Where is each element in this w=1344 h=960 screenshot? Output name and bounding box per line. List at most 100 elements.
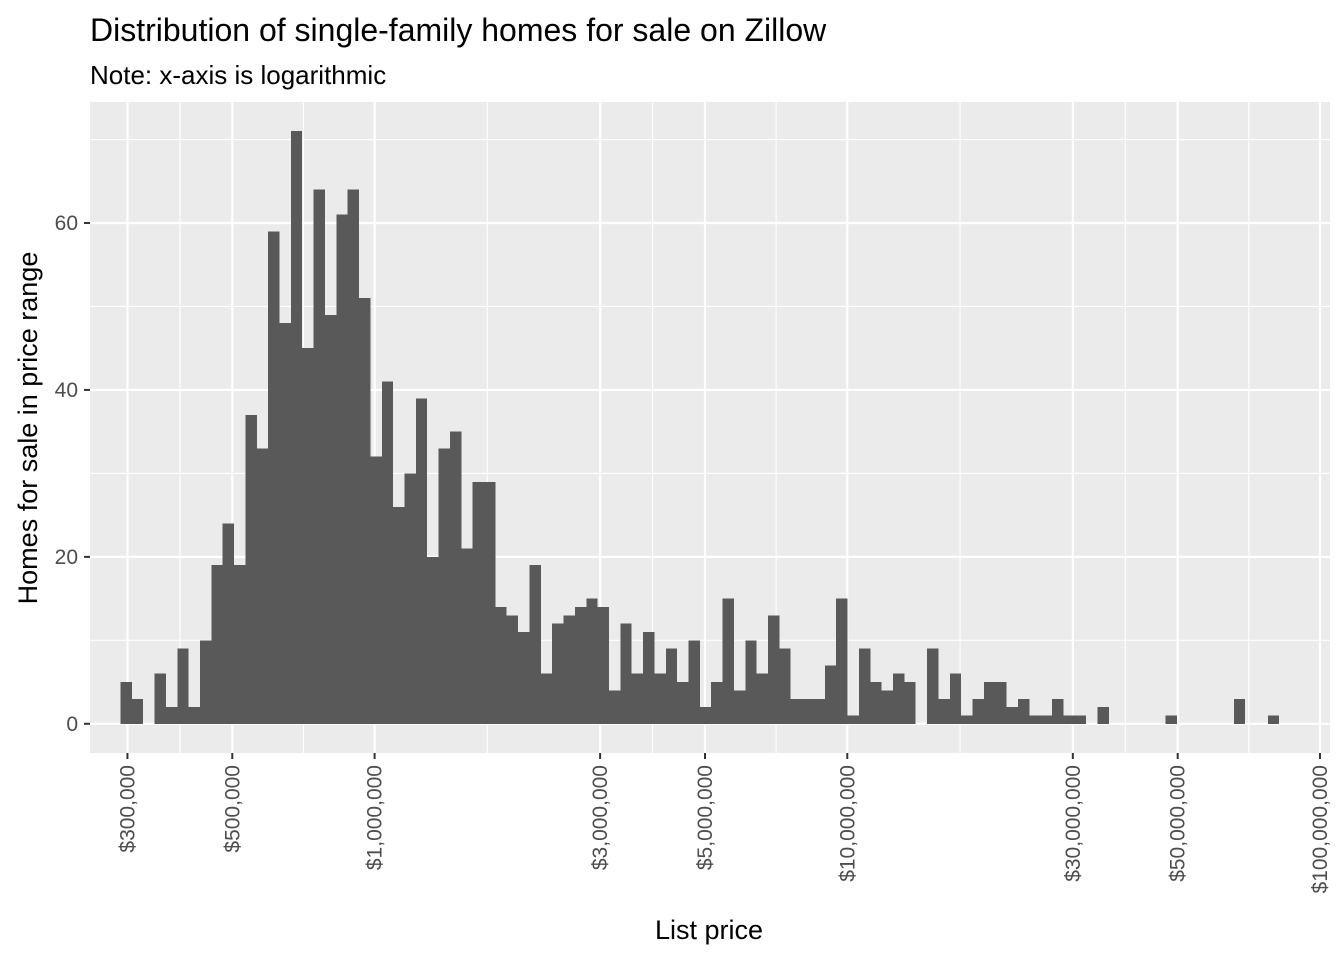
histogram-bar — [665, 648, 678, 724]
histogram-bar — [1063, 715, 1075, 724]
histogram-bar — [995, 682, 1007, 724]
histogram-bar — [643, 631, 655, 724]
histogram-bar — [313, 189, 325, 724]
histogram-bar — [472, 481, 485, 724]
histogram-bar — [1052, 698, 1064, 724]
histogram-bar — [347, 189, 360, 724]
histogram-bar — [813, 698, 825, 724]
histogram-bar — [608, 690, 621, 724]
chart-subtitle: Note: x-axis is logarithmic — [90, 60, 386, 90]
histogram-bar — [972, 698, 984, 724]
histogram-bar — [222, 523, 235, 724]
histogram-bar — [847, 715, 859, 724]
histogram-bar — [449, 431, 462, 724]
histogram-bar — [381, 381, 394, 724]
x-tick-label: $10,000,000 — [836, 765, 859, 882]
histogram-bar — [733, 690, 746, 724]
y-axis: 0 20 40 60 — [55, 212, 90, 736]
y-tick-label: 20 — [55, 546, 78, 569]
histogram-bar — [1006, 707, 1018, 724]
histogram-bar — [131, 698, 144, 724]
histogram-bar — [1074, 715, 1087, 724]
histogram-bar — [495, 606, 507, 724]
histogram-bar — [790, 698, 803, 724]
histogram-bar — [654, 673, 666, 724]
histogram-bar — [302, 348, 314, 724]
x-axis: $300,000 $500,000 $1,000,000 $3,000,000 $5,0… — [116, 753, 1332, 893]
histogram-bar — [961, 715, 973, 724]
histogram-bar — [529, 565, 541, 724]
x-tick-label: $100,000,000 — [1309, 765, 1332, 893]
histogram-bar — [620, 623, 632, 724]
histogram-bar — [1029, 715, 1041, 724]
histogram-bar — [586, 598, 598, 724]
histogram-bar — [427, 556, 439, 724]
histogram-bar — [699, 707, 712, 724]
histogram-bar — [745, 640, 757, 724]
y-tick-label: 0 — [66, 713, 78, 736]
histogram-bar — [211, 565, 223, 724]
histogram-bar — [120, 682, 132, 724]
histogram-bar — [484, 481, 496, 724]
histogram-bar — [779, 648, 791, 724]
x-tick-label: $300,000 — [116, 765, 139, 853]
histogram-bar — [518, 631, 530, 724]
histogram-bar — [1267, 715, 1280, 724]
histogram-bar — [393, 506, 405, 724]
histogram-bar — [506, 615, 519, 724]
histogram-bar — [234, 565, 246, 724]
histogram-bar — [904, 682, 916, 724]
chart-title: Distribution of single-family homes for … — [90, 12, 827, 48]
histogram-bar — [256, 448, 269, 724]
histogram-bar — [688, 640, 700, 724]
histogram-bar — [290, 131, 303, 724]
histogram-bar — [268, 231, 280, 724]
y-tick-label: 60 — [55, 212, 78, 235]
histogram-bar — [245, 414, 257, 724]
x-tick-label: $3,000,000 — [589, 765, 612, 870]
histogram-bar — [722, 598, 734, 724]
histogram-bar — [858, 648, 871, 724]
histogram-bar — [949, 673, 962, 724]
histogram-bar — [188, 707, 200, 724]
histogram-bar — [1017, 698, 1030, 724]
histogram-bar — [824, 665, 837, 724]
histogram-bar — [1040, 715, 1053, 724]
histogram-bar — [415, 398, 428, 724]
histogram-bar — [359, 298, 371, 724]
histogram-bar — [324, 314, 337, 724]
histogram-bar — [563, 615, 575, 724]
histogram-bar — [1165, 715, 1177, 724]
y-tick-label: 40 — [55, 379, 78, 402]
histogram-bar — [892, 673, 905, 724]
histogram-bar — [199, 640, 212, 724]
histogram-bar — [574, 606, 587, 724]
histogram-bar — [279, 323, 291, 724]
histogram-bar — [1233, 698, 1246, 724]
histogram-bar — [836, 598, 848, 724]
histogram-bar — [154, 673, 166, 724]
histogram-bar — [768, 615, 780, 724]
histogram-bar — [177, 648, 189, 724]
histogram-bar — [711, 682, 723, 724]
histogram-bar — [370, 456, 382, 724]
histogram-bar — [881, 690, 893, 724]
histogram-bar — [756, 673, 769, 724]
histogram-bar — [677, 682, 689, 724]
y-axis-title: Homes for sale in price range — [13, 252, 43, 605]
x-tick-label: $5,000,000 — [694, 765, 717, 870]
x-tick-label: $30,000,000 — [1062, 765, 1085, 882]
histogram-bar — [552, 623, 564, 724]
histogram-bar — [540, 673, 553, 724]
histogram-bar — [597, 606, 609, 724]
histogram-bar — [461, 548, 473, 724]
x-tick-label: $1,000,000 — [364, 765, 387, 870]
histogram-bar — [1097, 707, 1109, 724]
histogram-bar — [938, 698, 950, 724]
histogram-bar — [802, 698, 814, 724]
histogram-bar — [165, 707, 178, 724]
x-tick-label: $500,000 — [221, 765, 244, 853]
x-axis-title: List price — [655, 915, 763, 945]
histogram-bar — [336, 214, 348, 724]
